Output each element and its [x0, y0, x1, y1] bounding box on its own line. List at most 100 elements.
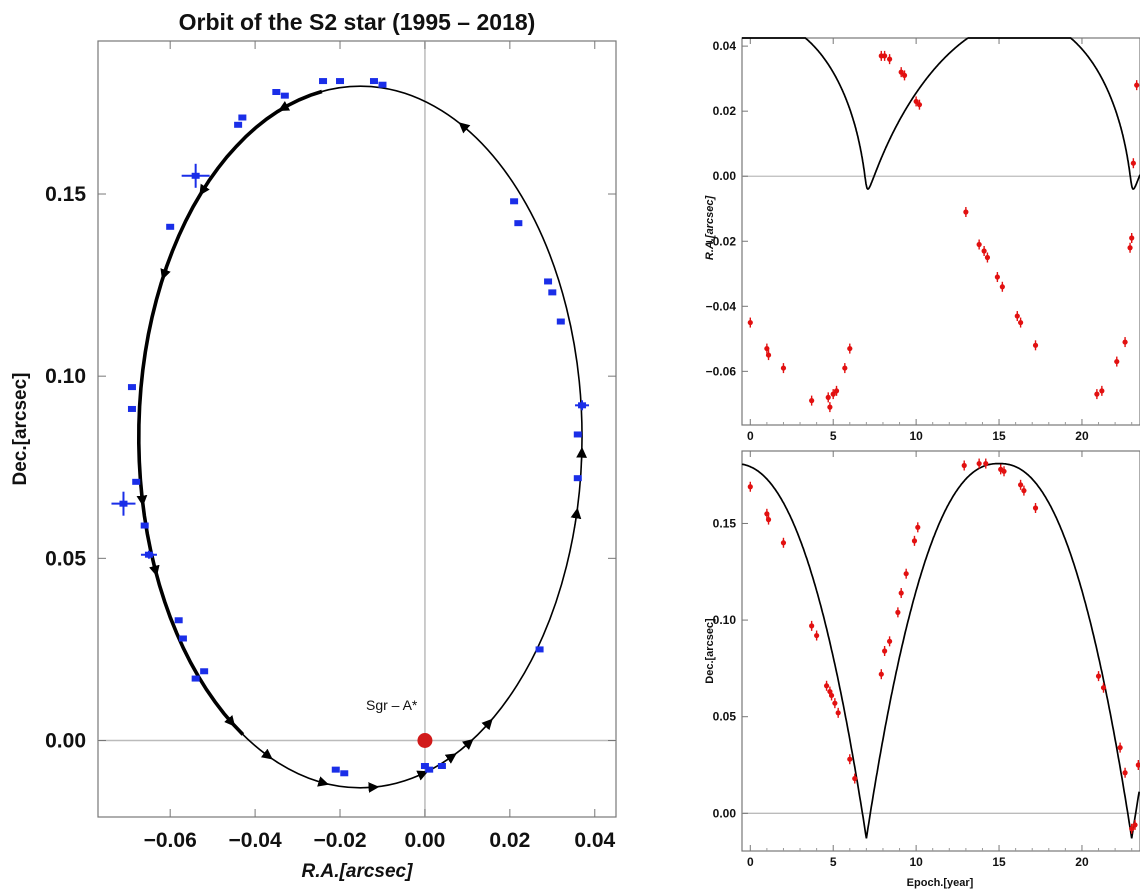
orbit-x-tick-label: −0.04 — [229, 829, 282, 852]
ra-data-point — [1015, 313, 1020, 318]
ra-y-tick-label: −0.04 — [706, 299, 737, 313]
orbit-data-point — [128, 384, 136, 390]
orbit-direction-arrow — [581, 452, 582, 467]
dec-data-point — [809, 623, 814, 628]
ra-y-tick-label: 0.04 — [713, 39, 737, 53]
orbit-data-point — [378, 82, 386, 88]
ra-data-point — [827, 405, 832, 410]
dec-x-tick-label: 0 — [747, 855, 754, 869]
orbit-data-point — [319, 78, 327, 84]
dec-x-tick-label: 10 — [909, 855, 923, 869]
dec-data-point — [882, 648, 887, 653]
ra-data-point — [982, 248, 987, 253]
ra-data-point — [1018, 320, 1023, 325]
ra-data-point — [1129, 235, 1134, 240]
orbit-data-point — [438, 763, 446, 769]
ra-data-point — [977, 242, 982, 247]
orbit-data-point — [179, 635, 187, 641]
dec-data-point — [1101, 685, 1106, 690]
dec-data-point — [847, 757, 852, 762]
orbit-y-tick-label: 0.15 — [45, 183, 86, 206]
orbit-x-tick-label: −0.02 — [313, 829, 366, 852]
dec-data-point — [879, 672, 884, 677]
dec-data-point — [962, 463, 967, 468]
ra-observations — [748, 51, 1140, 412]
ra-y-tick-label: 0.00 — [713, 169, 737, 183]
ra-x-tick-label: 5 — [830, 429, 837, 443]
ra-data-point — [1099, 388, 1104, 393]
dec-data-point — [766, 517, 771, 522]
orbit-data-point — [272, 89, 280, 95]
orbit-data-point — [574, 431, 582, 437]
dec-data-point — [852, 776, 857, 781]
ra-data-point — [809, 398, 814, 403]
ra-tick-marks — [742, 38, 1132, 425]
ra-x-tick-label: 10 — [909, 429, 923, 443]
orbit-data-point — [332, 767, 340, 773]
ra-data-point — [834, 388, 839, 393]
dec-data-point — [781, 540, 786, 545]
ra-data-point — [985, 255, 990, 260]
dec-y-axis-label: Dec.[arcsec] — [704, 618, 716, 684]
ra-data-point — [842, 365, 847, 370]
dec-data-point — [1033, 505, 1038, 510]
orbit-data-point — [128, 406, 136, 412]
orbit-x-tick-label: −0.06 — [144, 829, 197, 852]
chart-title: Orbit of the S2 star (1995 – 2018) — [179, 9, 536, 35]
dec-data-point — [1122, 770, 1127, 775]
orbit-direction-arrow — [202, 180, 209, 191]
orbit-data-point — [548, 289, 556, 295]
dec-tick-marks — [742, 451, 1132, 851]
ra-data-point — [1131, 161, 1136, 166]
sgr-a-annotation: Sgr – A* — [366, 697, 418, 713]
ra-x-tick-label: 15 — [992, 429, 1006, 443]
ra-data-point — [1094, 392, 1099, 397]
dec-x-tick-label: 20 — [1075, 855, 1089, 869]
ra-data-point — [963, 209, 968, 214]
ra-data-point — [1000, 284, 1005, 289]
ra-data-point — [917, 102, 922, 107]
ra-data-point — [781, 365, 786, 370]
orbit-data-point — [192, 676, 200, 682]
ra-x-tick-label: 20 — [1075, 429, 1089, 443]
dec-data-point — [1018, 482, 1023, 487]
orbit-fit-curve — [139, 86, 582, 788]
orbit-fit-thick-segment — [139, 92, 322, 735]
dec-plot-frame — [742, 451, 1140, 851]
dec-y-tick-label: 0.10 — [713, 613, 737, 627]
orbit-observations — [111, 78, 589, 776]
ra-fit-curve — [742, 38, 1140, 189]
orbit-x-tick-label: 0.00 — [404, 829, 445, 852]
ra-data-point — [1033, 343, 1038, 348]
orbit-data-point — [234, 122, 242, 128]
dec-data-point — [912, 538, 917, 543]
orbit-direction-arrows — [141, 103, 582, 787]
dec-data-point — [1096, 674, 1101, 679]
orbit-data-point — [200, 668, 208, 674]
orbit-chart: Orbit of the S2 star (1995 – 2018) −0.06… — [10, 9, 616, 882]
dec-epoch-chart: 0 5 10 15 20 0.15 0.10 0.05 0.00 Epoch.[… — [704, 451, 1140, 889]
dec-data-point — [836, 710, 841, 715]
ra-y-tick-label: −0.06 — [706, 364, 737, 378]
orbit-direction-arrow — [314, 780, 324, 783]
orbit-direction-arrow — [414, 773, 423, 777]
dec-data-point — [1021, 488, 1026, 493]
dec-y-tick-label: 0.05 — [713, 710, 737, 724]
orbit-x-axis-label: R.A.[arcsec] — [302, 861, 414, 882]
ra-data-point — [748, 320, 753, 325]
dec-data-point — [829, 693, 834, 698]
dec-x-tick-labels: 0 5 10 15 20 — [747, 855, 1089, 869]
dec-data-point — [887, 639, 892, 644]
ra-epoch-chart: 0 5 10 15 20 0.04 0.02 0.00 −0.02 −0.04 … — [704, 38, 1140, 443]
dec-y-tick-label: 0.00 — [713, 806, 737, 820]
dec-data-point — [1136, 762, 1140, 767]
orbit-data-point — [370, 78, 378, 84]
orbit-data-point — [166, 224, 174, 230]
sgr-a-star-marker — [417, 733, 432, 748]
dec-data-point — [1001, 469, 1006, 474]
orbit-data-point — [141, 523, 149, 529]
dec-x-tick-label: 15 — [992, 855, 1006, 869]
orbit-x-tick-label: 0.04 — [574, 829, 615, 852]
orbit-direction-arrow — [461, 742, 470, 749]
